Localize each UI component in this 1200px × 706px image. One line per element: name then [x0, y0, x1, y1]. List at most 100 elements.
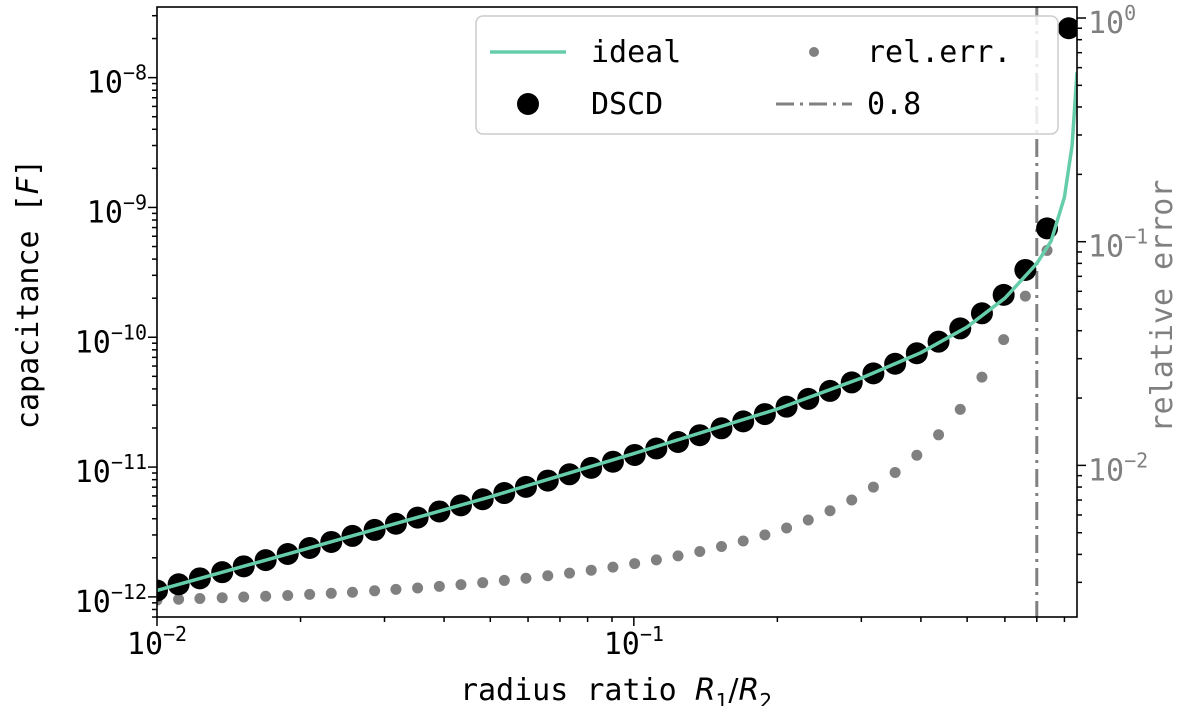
rel-err-point — [650, 554, 662, 566]
rel-err-point — [629, 558, 641, 570]
rel-err-point — [455, 579, 467, 591]
rel-err-point — [520, 572, 532, 584]
rel-err-point — [585, 564, 597, 576]
rel-err-point — [216, 592, 228, 604]
dscd-point — [645, 437, 668, 460]
plot-frame — [156, 6, 1078, 618]
rel-err-point — [867, 481, 879, 493]
rel-err-point — [889, 466, 901, 478]
y2-tick-label-exp: −1 — [1124, 225, 1148, 249]
rel-err-point — [911, 449, 923, 461]
y-tick-label-base: 10 — [87, 195, 123, 230]
rel-err-point — [477, 577, 489, 589]
rel-err-point — [933, 429, 945, 441]
legend-label-ideal: ideal — [591, 35, 681, 70]
y-tick-label-exp: −10 — [111, 320, 147, 344]
rel-err-point — [238, 591, 250, 603]
rel-err-point — [976, 371, 988, 383]
y2-tick-label-base: 10 — [1088, 6, 1124, 41]
rel-err-point — [390, 583, 402, 595]
rel-err-point — [260, 590, 272, 602]
rel-err-point — [954, 403, 966, 415]
y2-tick-label-base: 10 — [1088, 230, 1124, 265]
y2-tick-label-exp: −2 — [1124, 448, 1148, 472]
x-axis-label-var1: R — [695, 673, 716, 706]
rel-err-point — [346, 586, 358, 598]
x-axis-label-var2: R — [738, 673, 759, 706]
dscd-point — [992, 283, 1015, 306]
y-tick-label-base: 10 — [75, 585, 111, 620]
rel-err-point — [824, 505, 836, 517]
rel-err-point — [781, 522, 793, 534]
y-tick-label-exp: −11 — [111, 450, 147, 474]
y-tick-label-base: 10 — [75, 455, 111, 490]
y-axis-label-prefix: capacitance [ — [11, 194, 46, 429]
rel-err-point — [998, 334, 1010, 346]
legend-label-rel-err: rel.err. — [867, 35, 1012, 70]
x-tick-label: 10−1 — [604, 622, 664, 662]
rel-err-point — [694, 546, 706, 558]
rel-err-point — [802, 514, 814, 526]
rel-err-point — [173, 593, 185, 605]
y-tick-label: 10−8 — [87, 61, 147, 101]
right-axis-label: relative error — [1145, 180, 1180, 433]
y2-tick-label: 100 — [1088, 1, 1136, 41]
x-tick-label-exp: −2 — [163, 622, 187, 646]
legend: ideal rel.err. DSCD 0.8 — [475, 15, 1059, 135]
rel-err-point — [737, 535, 749, 547]
rel-err-point — [607, 561, 619, 573]
x-axis-label-slash: / — [728, 673, 739, 706]
rel-err-point — [564, 567, 576, 579]
rel-err-point — [369, 585, 381, 597]
x-tick-label-base: 10 — [604, 627, 640, 662]
series-rel-err — [157, 244, 1053, 606]
legend-label-dscd: DSCD — [591, 87, 663, 122]
x-tick-label: 10−2 — [127, 622, 187, 662]
rel-err-point — [412, 582, 424, 594]
x-tick-label-base: 10 — [127, 627, 163, 662]
tick-layer: 10−2 10−110−1210−1110−1010−910−810−210−11… — [75, 1, 1148, 662]
rel-err-point — [542, 570, 554, 582]
y-tick-label: 10−11 — [75, 450, 147, 490]
y-tick-label-exp: −12 — [111, 580, 147, 604]
rel-err-point — [759, 529, 771, 541]
rel-err-point — [194, 593, 206, 605]
y-axis-label-unit: F — [11, 176, 46, 194]
legend-marker-rel-err — [809, 47, 819, 57]
rel-err-point — [1019, 290, 1031, 302]
x-axis-label-sub1: 1 — [716, 689, 729, 706]
ideal-line — [157, 72, 1077, 593]
y2-tick-label: 10−1 — [1088, 225, 1148, 265]
y-tick-label-base: 10 — [87, 66, 123, 101]
x-axis-label-prefix: radius ratio — [460, 673, 695, 706]
dscd-point — [1014, 258, 1037, 281]
x-tick-label-exp: −1 — [640, 622, 664, 646]
y-axis-label: capacitance [F] — [11, 159, 46, 429]
x-axis-label-sub2: 2 — [759, 689, 772, 706]
y-tick-label-exp: −9 — [123, 190, 147, 214]
y2-tick-label-base: 10 — [1088, 453, 1124, 488]
y2-tick-label: 10−2 — [1088, 448, 1148, 488]
y-tick-label: 10−10 — [75, 320, 147, 360]
y-tick-label-exp: −8 — [123, 61, 147, 85]
dscd-point — [710, 417, 733, 440]
dscd-point — [1057, 17, 1077, 40]
legend-marker-dscd — [517, 93, 539, 115]
x-axis-label: radius ratio R1/R2 — [460, 673, 772, 706]
legend-box — [475, 15, 1059, 135]
rel-err-point — [433, 580, 445, 592]
rel-err-point — [304, 588, 316, 600]
rel-err-point — [282, 590, 294, 602]
y2-tick-label-exp: 0 — [1124, 1, 1136, 25]
rel-err-point — [498, 574, 510, 586]
rel-err-point — [715, 540, 727, 552]
rel-err-point — [672, 550, 684, 562]
legend-label-vline: 0.8 — [867, 87, 921, 122]
y-tick-label: 10−9 — [87, 190, 147, 230]
y-tick-label-base: 10 — [75, 325, 111, 360]
y-axis-label-suffix: ] — [11, 159, 46, 177]
rel-err-point — [325, 587, 337, 599]
rel-err-point — [846, 494, 858, 506]
